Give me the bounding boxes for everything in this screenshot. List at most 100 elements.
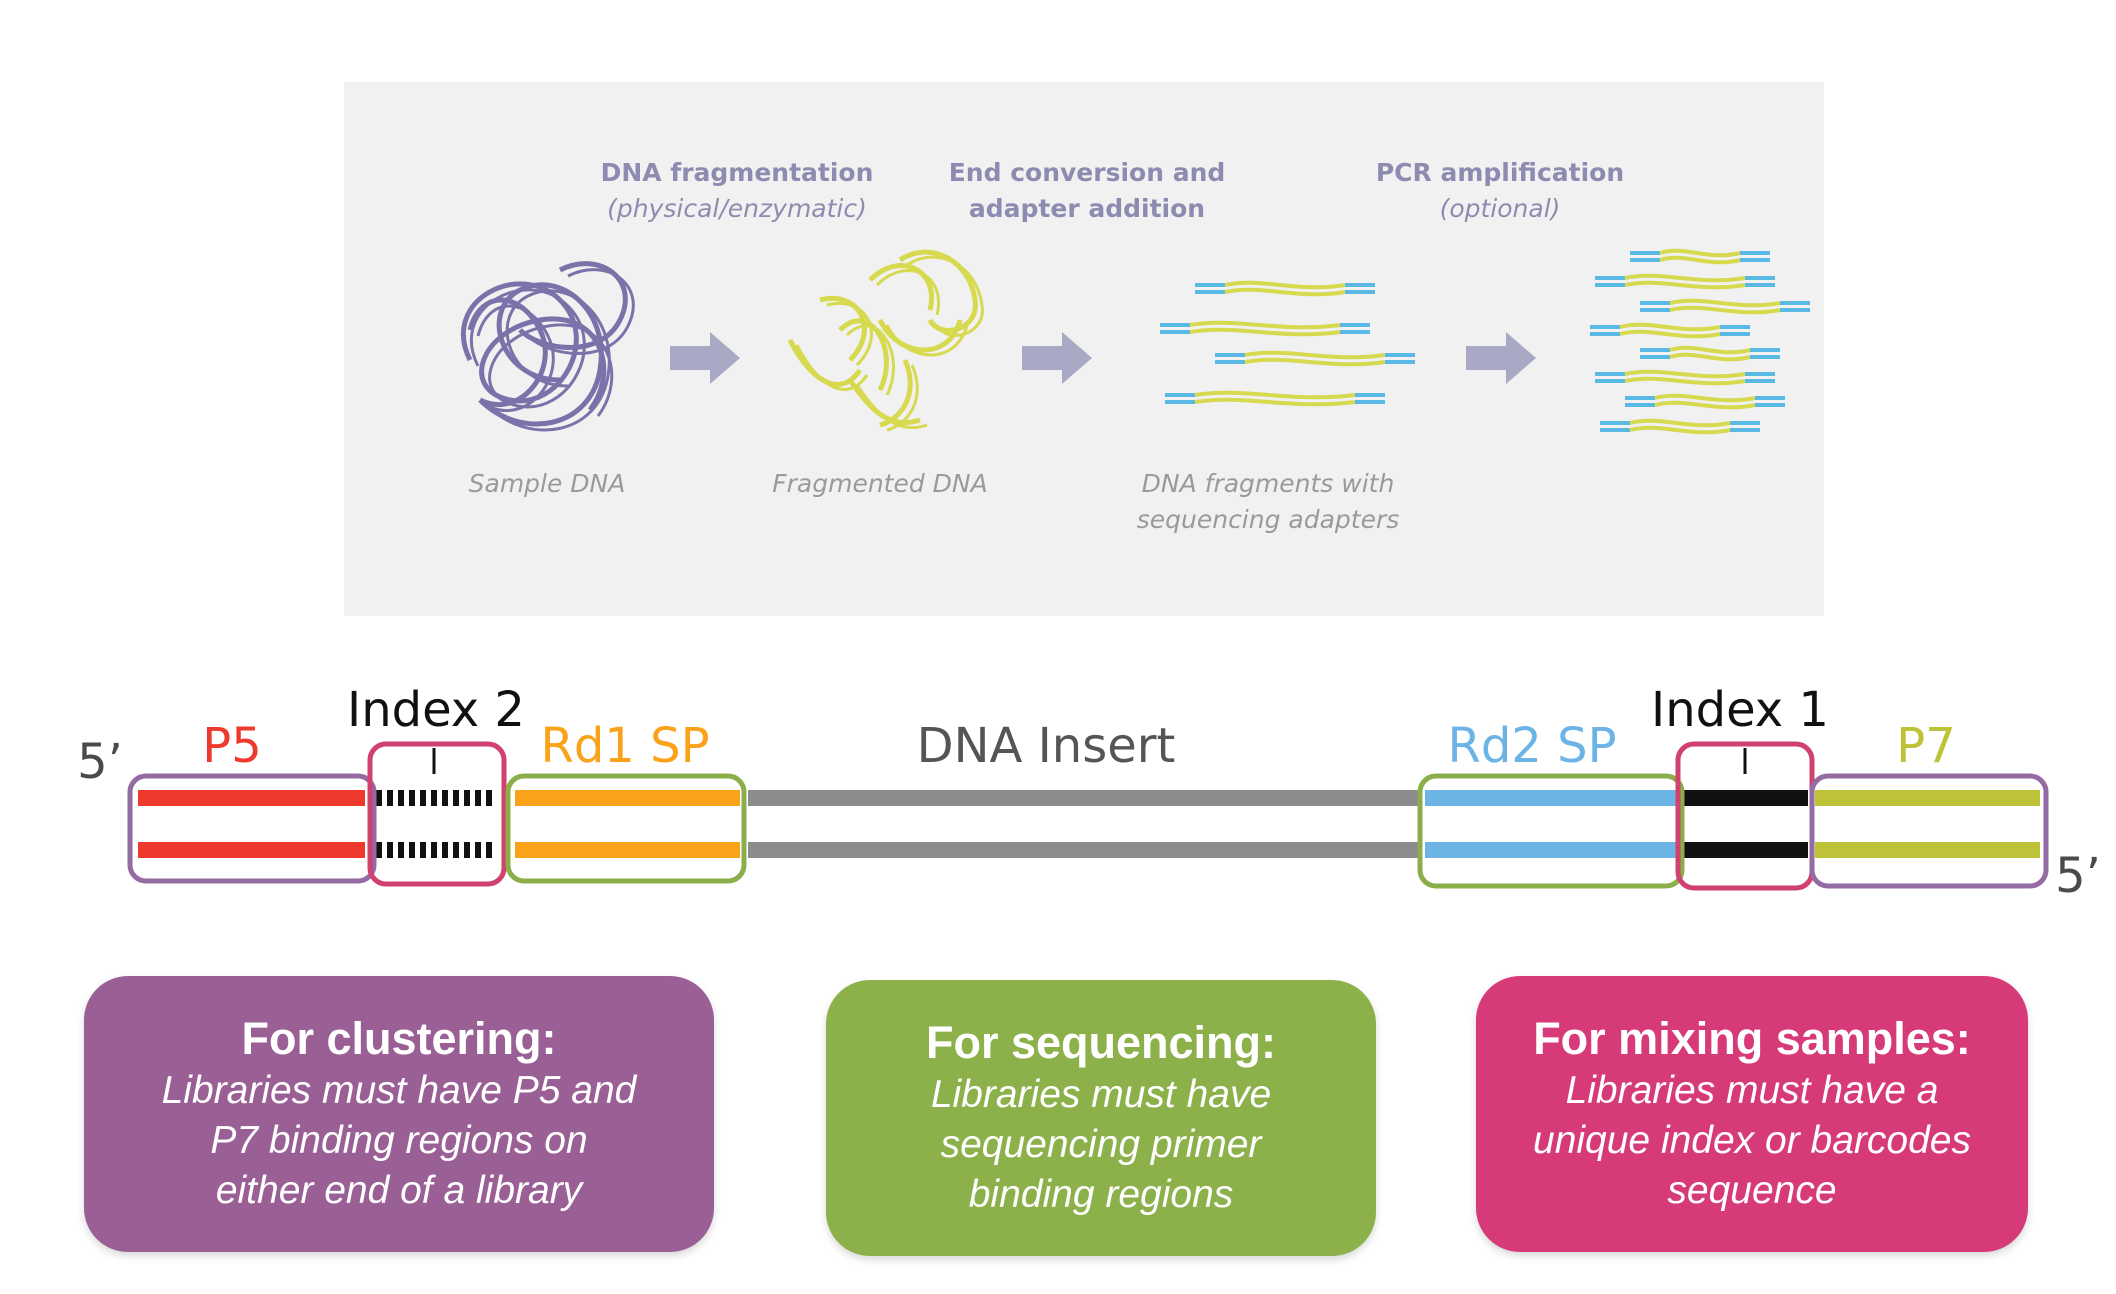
step-fragmentation-subtitle: (physical/enzymatic) xyxy=(607,194,867,223)
index2-base-pair xyxy=(376,842,382,858)
insert-top-strand xyxy=(748,790,1420,806)
insert-strand-pair xyxy=(1624,280,1746,290)
fragment-strand xyxy=(838,318,889,392)
step-fragmentation-label: DNA fragmentation xyxy=(600,158,874,187)
fragment-strand-pair xyxy=(845,324,895,396)
index2-base-pair xyxy=(387,842,393,858)
five-prime-right-label: 5’ xyxy=(2055,848,2101,904)
p5-outline xyxy=(127,773,377,884)
step-fragmentation-title: DNA fragmentation (physical/enzymatic) xyxy=(601,155,874,227)
rd1sp-top-strand xyxy=(515,790,740,806)
insert-strand-pair xyxy=(1654,400,1756,410)
insert-strand xyxy=(1624,273,1746,283)
index2-base-pair xyxy=(464,842,470,858)
caption-adapter-line2: sequencing adapters xyxy=(1136,505,1400,534)
insert-strand-pair xyxy=(1244,357,1386,367)
insert-strand-pair xyxy=(1669,305,1781,315)
index2-base-pair xyxy=(409,842,415,858)
p7-bottom-strand xyxy=(1815,842,2040,858)
clustering-heading: For clustering: xyxy=(241,1013,557,1064)
sequencing-line3: binding regions xyxy=(968,1173,1234,1216)
sequencing-box: For sequencing: Libraries must have sequ… xyxy=(826,980,1376,1256)
rd2sp-label: Rd2 SP xyxy=(1447,718,1617,774)
index2-base-pair xyxy=(475,842,481,858)
index2-outline xyxy=(367,741,507,887)
fragment-strand xyxy=(898,249,978,333)
step-arrows xyxy=(670,332,1536,384)
index2-base xyxy=(453,790,459,806)
insert-strand-pair xyxy=(1629,425,1731,435)
fragment-strand xyxy=(787,338,863,387)
dna-insert-label: DNA Insert xyxy=(916,718,1176,774)
fragment-strand-pair xyxy=(795,344,869,391)
insert-strand-pair xyxy=(1659,255,1741,265)
insert-strand-pair xyxy=(1224,287,1346,297)
right-arrow-icon xyxy=(670,332,740,384)
clustering-box: For clustering: Libraries must have P5 a… xyxy=(84,976,714,1252)
sample-dna-icon xyxy=(461,261,635,432)
insert-strand xyxy=(1224,280,1346,290)
caption-fragmented-dna: Fragmented DNA xyxy=(772,469,988,498)
insert-strand xyxy=(1624,369,1746,379)
insert-bottom-strand xyxy=(748,842,1420,858)
step-adapter-line1: End conversion and xyxy=(948,158,1226,187)
fragment-strand-pair xyxy=(906,255,984,337)
sample-dna-strand xyxy=(467,297,548,408)
clustering-line1: Libraries must have P5 and xyxy=(161,1069,637,1112)
right-arrow-icon xyxy=(1022,332,1092,384)
index1-bottom-strand xyxy=(1684,842,1808,858)
index2-base-pair xyxy=(453,842,459,858)
fragment-strand xyxy=(879,359,913,428)
mixing-line3: sequence xyxy=(1667,1169,1837,1212)
caption-sample-dna: Sample DNA xyxy=(468,469,626,498)
insert-strand-pair xyxy=(1189,327,1341,337)
fragment-strand-pair xyxy=(886,364,919,432)
index2-base-pair xyxy=(442,842,448,858)
index1-top-strand xyxy=(1684,790,1808,806)
insert-strand-pair xyxy=(1194,397,1356,407)
insert-strand-pair xyxy=(1624,376,1746,386)
caption-adapter-line1: DNA fragments with xyxy=(1141,469,1395,498)
index2-base xyxy=(398,790,404,806)
fragment-strand xyxy=(868,263,934,311)
insert-strand xyxy=(1194,390,1356,400)
index2-base xyxy=(431,790,437,806)
sample-dna-strand xyxy=(518,261,628,350)
insert-strand xyxy=(1654,393,1756,403)
pcr-fragments-icon xyxy=(1590,248,1810,435)
index2-base xyxy=(387,790,393,806)
index2-base-pair xyxy=(398,842,404,858)
p7-outline xyxy=(1809,773,2049,889)
rd1sp-outline xyxy=(505,773,747,884)
index2-base xyxy=(442,790,448,806)
step-pcr-subtitle: (optional) xyxy=(1439,194,1561,223)
index2-base xyxy=(420,790,426,806)
index2-label: Index 2 xyxy=(347,682,525,738)
fragment-strand-pair xyxy=(875,269,940,316)
insert-strand xyxy=(1669,345,1751,355)
insert-strand xyxy=(1189,320,1341,330)
workflow-panel xyxy=(344,82,1824,616)
insert-strand xyxy=(1629,418,1731,428)
five-prime-left-label: 5’ xyxy=(77,734,123,790)
clustering-line2: P7 binding regions on xyxy=(210,1119,588,1162)
index2-base xyxy=(486,790,492,806)
step-pcr-title: PCR amplification (optional) xyxy=(1376,155,1624,227)
step-adapter-title: End conversion and adapter addition xyxy=(949,155,1226,227)
index2-base xyxy=(475,790,481,806)
sample-dna-strand-pair xyxy=(476,304,555,413)
sequencing-line2: sequencing primer xyxy=(940,1123,1262,1166)
p7-top-strand xyxy=(1815,790,2040,806)
caption-adapter-fragments: DNA fragments with sequencing adapters xyxy=(1137,466,1400,538)
library-construct xyxy=(127,741,2049,891)
mixing-line2: unique index or barcodes xyxy=(1533,1119,1971,1162)
index1-label: Index 1 xyxy=(1651,682,1829,738)
mixing-heading: For mixing samples: xyxy=(1533,1013,1971,1064)
fragment-strand-pair xyxy=(885,324,969,357)
sample-dna-strand-pair xyxy=(526,268,635,355)
rd2sp-top-strand xyxy=(1425,790,1678,806)
clustering-line3: either end of a library xyxy=(215,1169,583,1212)
fragment-strand-pair xyxy=(826,302,873,367)
mixing-line1: Libraries must have a xyxy=(1565,1069,1939,1112)
